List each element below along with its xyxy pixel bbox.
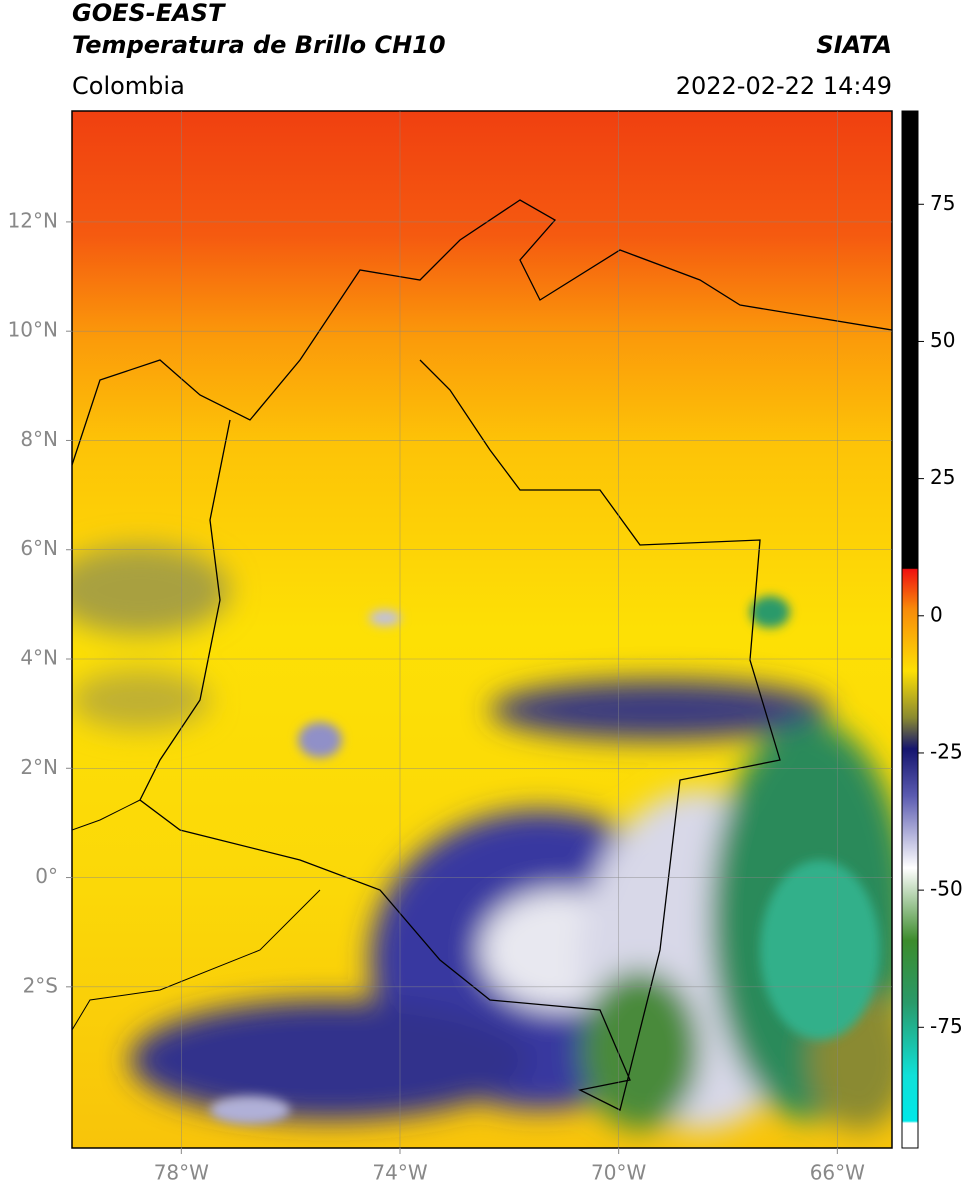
x-tick-label: 70°W [591,1161,646,1185]
map-frame [71,110,893,1149]
source: SIATA [816,31,892,59]
satellite-image [72,111,892,1148]
y-tick-label: 6°N [20,536,58,560]
datetime: 2022-02-22 14:49 [676,72,892,100]
y-tick-label: 2°N [20,755,58,779]
colorbar-tick-label: -75 [930,1014,963,1038]
y-tick-label: 12°N [8,208,58,232]
region: Colombia [72,72,185,100]
x-tick-label: 78°W [154,1161,209,1185]
y-tick-label: 4°N [20,646,58,670]
colorbar-tick-label: -50 [930,877,963,901]
colorbar-tick-label: 75 [930,191,955,215]
colorbar-tick-label: 25 [930,465,955,489]
y-tick-label: 2°S [23,973,58,997]
colorbar-tick-label: -25 [930,739,963,763]
title: GOES-EAST [72,0,226,27]
y-tick-label: 10°N [8,318,58,342]
x-tick-label: 74°W [372,1161,427,1185]
subtitle: Temperatura de Brillo CH10 [72,31,446,59]
y-tick-label: 0° [35,864,58,888]
colorbar-tick-label: 50 [930,328,955,352]
colorbar-tick-label: 0 [930,602,943,626]
y-tick-label: 8°N [20,427,58,451]
x-tick-label: 66°W [810,1161,865,1185]
colorbar [901,110,919,1149]
